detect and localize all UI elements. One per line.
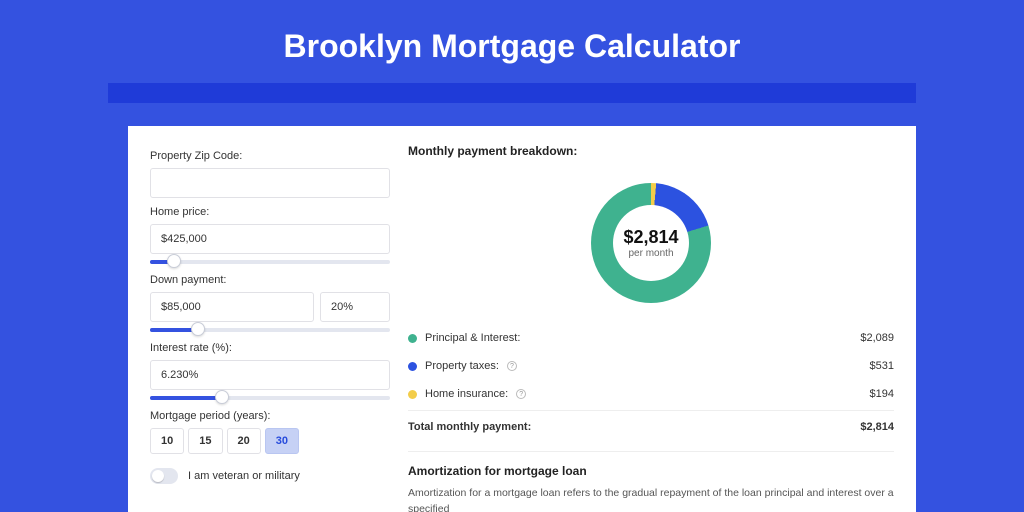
home-price-input[interactable] xyxy=(150,224,390,254)
period-button-15[interactable]: 15 xyxy=(188,428,222,454)
period-button-10[interactable]: 10 xyxy=(150,428,184,454)
period-buttons: 10152030 xyxy=(150,428,390,454)
donut-sub: per month xyxy=(628,248,673,259)
veteran-label: I am veteran or military xyxy=(188,470,300,482)
donut-ring: $2,814 per month xyxy=(591,183,711,303)
down-payment-pct-input[interactable] xyxy=(320,292,390,322)
down-payment-slider-thumb[interactable] xyxy=(191,322,205,336)
total-row: Total monthly payment: $2,814 xyxy=(408,410,894,441)
legend-amount: $194 xyxy=(870,388,894,400)
form-panel: Property Zip Code: Home price: Down paym… xyxy=(150,142,390,512)
total-amount: $2,814 xyxy=(860,421,894,433)
donut-chart: $2,814 per month xyxy=(408,168,894,318)
legend-row: Property taxes:? $531 xyxy=(408,352,894,380)
legend-dot-icon xyxy=(408,334,417,343)
zip-label: Property Zip Code: xyxy=(150,150,390,162)
interest-slider[interactable] xyxy=(150,390,390,402)
calculator-card: Property Zip Code: Home price: Down paym… xyxy=(128,126,916,512)
zip-input[interactable] xyxy=(150,168,390,198)
legend: Principal & Interest: $2,089 Property taxe… xyxy=(408,324,894,408)
period-button-30[interactable]: 30 xyxy=(265,428,299,454)
veteran-toggle[interactable] xyxy=(150,468,178,484)
legend-dot-icon xyxy=(408,390,417,399)
home-price-slider[interactable] xyxy=(150,254,390,266)
amortization-body: Amortization for a mortgage loan refers … xyxy=(408,486,894,512)
interest-input[interactable] xyxy=(150,360,390,390)
legend-amount: $2,089 xyxy=(860,332,894,344)
donut-value: $2,814 xyxy=(623,227,678,248)
home-price-label: Home price: xyxy=(150,206,390,218)
legend-row: Principal & Interest: $2,089 xyxy=(408,324,894,352)
interest-slider-thumb[interactable] xyxy=(215,390,229,404)
page-title: Brooklyn Mortgage Calculator xyxy=(0,0,1024,83)
breakdown-header: Monthly payment breakdown: xyxy=(408,144,894,158)
period-label: Mortgage period (years): xyxy=(150,410,390,422)
down-payment-input[interactable] xyxy=(150,292,314,322)
home-price-slider-thumb[interactable] xyxy=(167,254,181,268)
info-icon[interactable]: ? xyxy=(507,361,517,371)
legend-amount: $531 xyxy=(870,360,894,372)
section-divider xyxy=(408,451,894,452)
info-icon[interactable]: ? xyxy=(516,389,526,399)
amortization-header: Amortization for mortgage loan xyxy=(408,464,894,478)
legend-label: Home insurance: xyxy=(425,388,508,400)
donut-center: $2,814 per month xyxy=(613,205,689,281)
legend-row: Home insurance:? $194 xyxy=(408,380,894,408)
breakdown-panel: Monthly payment breakdown: $2,814 per mo… xyxy=(408,142,894,512)
interest-label: Interest rate (%): xyxy=(150,342,390,354)
total-label: Total monthly payment: xyxy=(408,421,531,433)
period-button-20[interactable]: 20 xyxy=(227,428,261,454)
down-payment-slider[interactable] xyxy=(150,322,390,334)
down-payment-label: Down payment: xyxy=(150,274,390,286)
legend-label: Property taxes: xyxy=(425,360,499,372)
legend-label: Principal & Interest: xyxy=(425,332,520,344)
legend-dot-icon xyxy=(408,362,417,371)
accent-band xyxy=(108,83,916,103)
